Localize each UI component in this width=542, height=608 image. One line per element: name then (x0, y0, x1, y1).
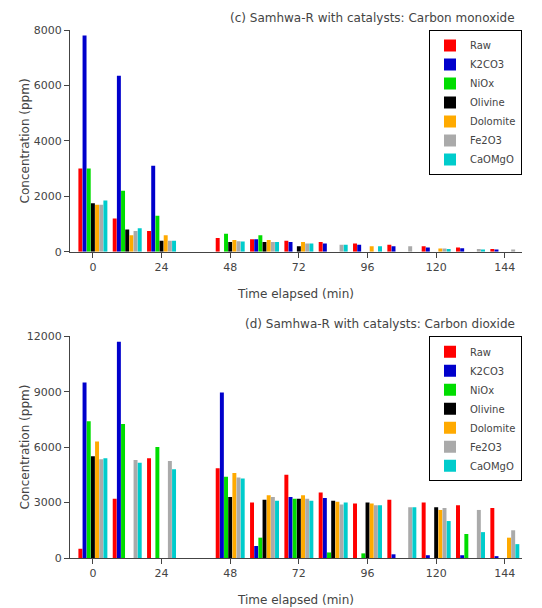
svg-text:72: 72 (292, 261, 306, 274)
svg-text:3000: 3000 (34, 496, 62, 509)
svg-text:72: 72 (292, 567, 306, 580)
svg-text:Concentration (ppm): Concentration (ppm) (18, 78, 32, 203)
svg-text:Time elapsed (min): Time elapsed (min) (237, 593, 354, 607)
svg-text:9000: 9000 (34, 386, 62, 399)
svg-text:120: 120 (426, 261, 447, 274)
svg-text:0: 0 (55, 552, 62, 565)
svg-text:96: 96 (361, 261, 375, 274)
svg-text:Raw: Raw (470, 40, 491, 51)
svg-text:CaOMgO: CaOMgO (470, 461, 514, 472)
svg-text:8000: 8000 (34, 24, 62, 37)
svg-text:24: 24 (155, 261, 169, 274)
svg-text:Time elapsed (min): Time elapsed (min) (237, 287, 354, 301)
svg-text:48: 48 (223, 261, 237, 274)
svg-text:6000: 6000 (34, 79, 62, 92)
svg-text:2000: 2000 (34, 190, 62, 203)
svg-text:0: 0 (89, 261, 96, 274)
svg-text:Fe2O3: Fe2O3 (470, 442, 502, 453)
svg-text:120: 120 (426, 567, 447, 580)
svg-text:K2CO3: K2CO3 (470, 59, 504, 70)
svg-text:6000: 6000 (34, 441, 62, 454)
svg-text:Olivine: Olivine (470, 97, 505, 108)
svg-text:(c) Samhwa-R with catalysts: C: (c) Samhwa-R with catalysts: Carbon mono… (230, 11, 515, 25)
svg-text:Fe2O3: Fe2O3 (470, 135, 502, 146)
svg-text:Concentration (ppm): Concentration (ppm) (18, 385, 32, 510)
svg-text:96: 96 (361, 567, 375, 580)
svg-text:Dolomite: Dolomite (470, 116, 515, 127)
svg-text:Olivine: Olivine (470, 404, 505, 415)
svg-text:K2CO3: K2CO3 (470, 366, 504, 377)
svg-text:NiOx: NiOx (470, 78, 494, 89)
svg-text:144: 144 (494, 261, 515, 274)
svg-text:Dolomite: Dolomite (470, 423, 515, 434)
svg-text:24: 24 (155, 567, 169, 580)
svg-text:0: 0 (55, 246, 62, 259)
svg-text:CaOMgO: CaOMgO (470, 154, 514, 165)
svg-text:12000: 12000 (27, 330, 62, 343)
svg-text:0: 0 (89, 567, 96, 580)
svg-text:48: 48 (223, 567, 237, 580)
svg-text:144: 144 (494, 567, 515, 580)
svg-text:4000: 4000 (34, 135, 62, 148)
svg-text:Raw: Raw (470, 347, 491, 358)
svg-text:NiOx: NiOx (470, 385, 494, 396)
svg-text:(d) Samhwa-R with catalysts: C: (d) Samhwa-R with catalysts: Carbon diox… (245, 317, 515, 331)
